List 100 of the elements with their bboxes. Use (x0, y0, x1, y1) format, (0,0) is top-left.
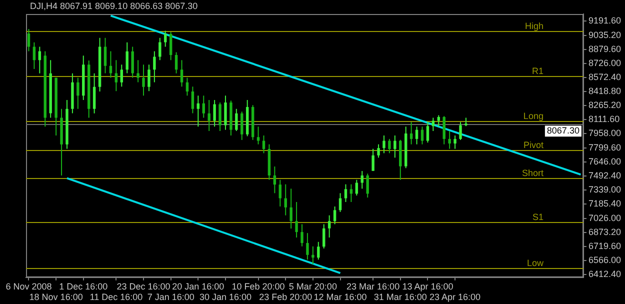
candlestick (158, 37, 162, 61)
candlestick (142, 64, 145, 96)
y-tick-label: 7646.00 (588, 156, 622, 167)
candlestick (322, 224, 326, 249)
candlestick (126, 42, 128, 74)
y-tick-label: 8726.00 (588, 58, 622, 68)
candlestick (366, 173, 369, 198)
candlestick (136, 60, 140, 83)
candlestick (360, 170, 364, 190)
x-tick-label: 7 Jan 16:00 (147, 292, 194, 302)
x-tick-label: 20 Jan 16:00 (172, 281, 224, 292)
y-tick-label: 8111.60 (588, 114, 620, 124)
candlestick (235, 108, 238, 132)
candlestick (131, 46, 134, 78)
x-tick-label: 6 Nov 2008 (6, 281, 52, 292)
chart-title: DJI,H4 8067.91 8069.10 8066.63 8067.30 (30, 0, 198, 11)
candlestick (454, 134, 456, 150)
x-tick-label: 5 Mar 20:00 (288, 281, 337, 292)
candlestick (300, 224, 304, 247)
candlestick (388, 138, 391, 154)
x-tick-label: 13 Apr 16:00 (402, 281, 454, 292)
y-tick-label: 9191.60 (588, 16, 622, 26)
candlestick (191, 86, 194, 114)
candlestick (240, 111, 244, 140)
ref-line-label: S1 (532, 212, 544, 222)
candlestick (120, 64, 124, 88)
x-tick-label: 23 Feb 20:00 (259, 292, 312, 302)
candlestick (180, 60, 184, 88)
x-tick-label: 23 Apr 16:00 (430, 292, 481, 302)
x-tick-label: 30 Jan 16:00 (199, 292, 252, 302)
candlestick (38, 46, 42, 74)
candlestick (196, 95, 200, 128)
candlestick (382, 134, 386, 154)
candlestick (420, 126, 424, 145)
y-tick-label: 7492.40 (588, 170, 622, 181)
candlestick (344, 184, 348, 203)
x-tick-label: 31 Mar 16:00 (374, 292, 427, 302)
y-tick-label: 7185.40 (588, 198, 622, 209)
candlestick (333, 206, 336, 225)
candlestick (153, 50, 156, 83)
y-tick-label: 8879.60 (588, 44, 622, 54)
y-tick-label: 8572.40 (588, 72, 622, 82)
y-tick-label: 8265.20 (588, 100, 622, 110)
x-tick-label: 11 Dec 16:00 (90, 292, 143, 302)
x-tick-label: 1 Dec 16:00 (59, 281, 108, 292)
candlestick (372, 148, 374, 172)
candlestick (410, 122, 413, 145)
candlestick (218, 102, 222, 132)
candlestick (377, 144, 380, 158)
candlestick (224, 95, 227, 130)
x-tick-label: 23 Mar 16:00 (346, 281, 400, 292)
annotation: 8067.30 (546, 126, 580, 136)
candlestick (442, 116, 446, 145)
candlestick (432, 117, 435, 132)
y-tick-label: 6412.40 (588, 269, 622, 280)
x-tick-label: 23 Dec 16:00 (116, 281, 170, 292)
candlestick (394, 134, 396, 158)
y-tick-label: 9035.20 (588, 30, 622, 40)
candlestick (415, 126, 418, 145)
candlestick (208, 99, 210, 132)
ref-line-label: Long (523, 110, 544, 121)
candlestick (328, 214, 331, 238)
candlestick (426, 122, 430, 144)
candlestick (284, 184, 287, 216)
y-tick-label: 6873.20 (588, 227, 622, 238)
candlestick (273, 166, 276, 194)
candlestick (317, 241, 320, 260)
candlestick (448, 130, 451, 150)
y-tick-label: 7026.00 (588, 213, 622, 224)
candlestick (350, 184, 353, 203)
ref-line-label: Short (522, 168, 544, 178)
y-tick-label: 6566.00 (588, 255, 622, 266)
candlestick (295, 202, 298, 238)
y-tick-label: 7958.00 (588, 128, 622, 138)
candlestick (306, 232, 309, 260)
candlestick (202, 95, 205, 118)
y-tick-label: 8418.80 (588, 86, 622, 96)
candlestick (104, 37, 107, 74)
x-tick-label: 12 Mar 16:00 (314, 292, 367, 302)
y-tick-label: 6719.60 (588, 241, 622, 252)
x-tick-label: 10 Feb 20:00 (232, 281, 285, 292)
ref-line-label: Low (526, 258, 544, 268)
candlestick (213, 99, 216, 128)
ref-line-label: R1 (532, 66, 544, 76)
x-tick-label: 18 Nov 16:00 (29, 292, 83, 302)
candlestick (92, 72, 96, 114)
candlestick (174, 52, 178, 74)
candlestick (256, 126, 260, 145)
candlestick (290, 188, 292, 230)
candlestick (186, 77, 189, 96)
y-tick-label: 7799.60 (588, 142, 622, 153)
candlestick (312, 246, 314, 265)
candlestick (114, 60, 118, 92)
candlestick (459, 122, 462, 140)
ref-line-label: High (524, 20, 544, 31)
candlestick (278, 179, 282, 207)
ref-line-label: Pivot (523, 140, 544, 150)
candlestick (27, 28, 30, 52)
candlestick (76, 77, 80, 110)
candlestick (148, 64, 150, 92)
